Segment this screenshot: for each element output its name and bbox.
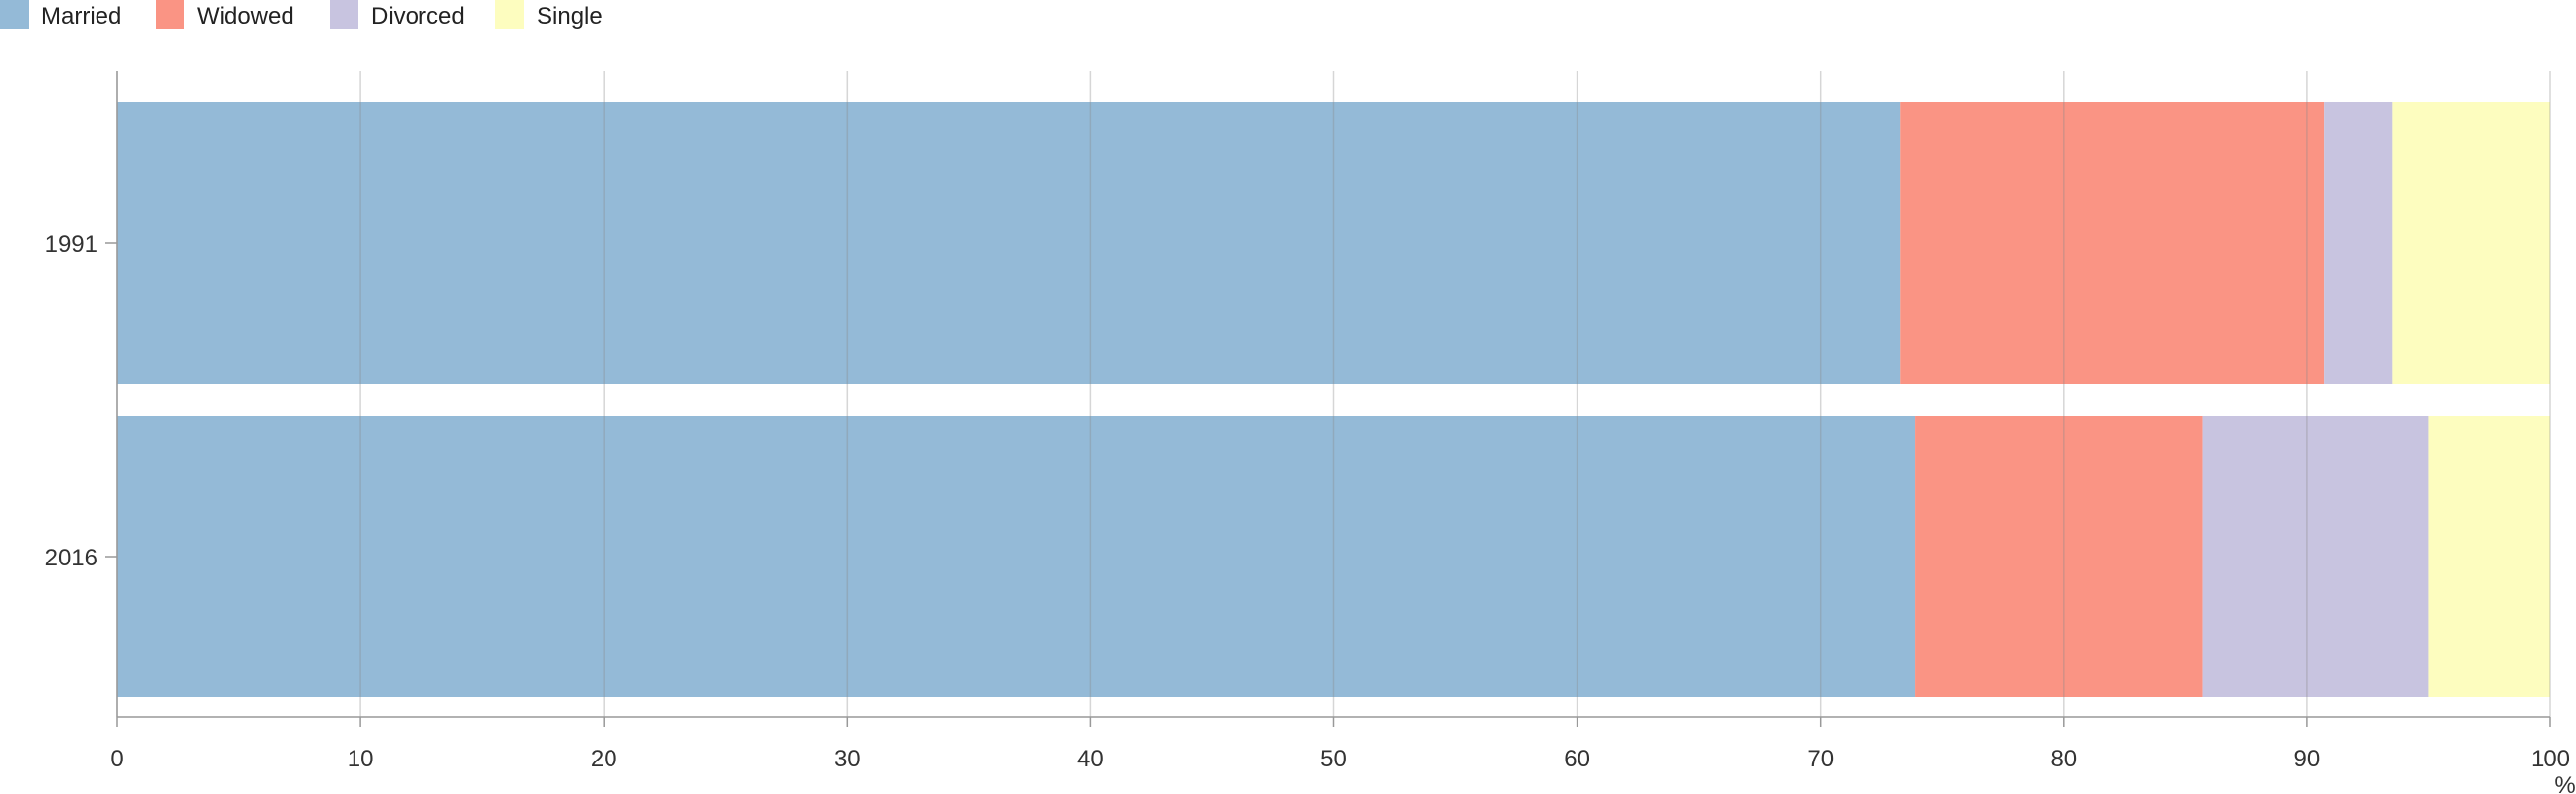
legend-label: Single <box>537 3 603 30</box>
x-tick-label: 0 <box>110 746 123 772</box>
chart-axes: 0 10 20 30 40 50 60 70 80 90 100% 1991 2016 <box>45 71 2576 794</box>
legend-label: Divorced <box>371 3 465 30</box>
x-unit-label: % <box>2554 772 2575 794</box>
x-tick-label: 60 <box>1564 746 1590 772</box>
chart-bars <box>117 102 2550 697</box>
legend-item-widowed[interactable]: Widowed <box>156 0 294 30</box>
bar-1991-married <box>117 102 1901 384</box>
x-tick-label: 10 <box>348 746 374 772</box>
legend-label: Widowed <box>197 3 294 30</box>
x-tick-label: 20 <box>591 746 617 772</box>
bar-1991-divorced <box>2324 102 2393 384</box>
x-tick-label: 70 <box>1807 746 1834 772</box>
legend-item-single[interactable]: Single <box>495 0 603 30</box>
x-tick-label: 100 <box>2531 746 2570 772</box>
legend-swatch <box>495 0 524 29</box>
legend-item-married[interactable]: Married <box>0 0 121 30</box>
bar-1991-single <box>2392 102 2550 384</box>
legend-swatch <box>156 0 184 29</box>
x-tick-label: 40 <box>1077 746 1104 772</box>
legend-swatch <box>0 0 29 29</box>
x-tick-label: 50 <box>1320 746 1347 772</box>
bar-1991-widowed <box>1900 102 2325 384</box>
bar-2016-divorced <box>2202 416 2429 697</box>
legend-swatch <box>330 0 358 29</box>
legend-label: Married <box>41 3 121 30</box>
chart-legend: Married Widowed Divorced Single <box>0 0 603 30</box>
x-tick-label: 90 <box>2294 746 2321 772</box>
x-tick-label: 80 <box>2050 746 2077 772</box>
bar-2016-single <box>2428 416 2550 697</box>
bar-2016-married <box>117 416 1916 697</box>
legend-item-divorced[interactable]: Divorced <box>330 0 465 30</box>
bar-2016-widowed <box>1915 416 2203 697</box>
x-tick-label: 30 <box>834 746 861 772</box>
y-category-label: 2016 <box>45 545 97 571</box>
y-category-label: 1991 <box>45 232 97 258</box>
